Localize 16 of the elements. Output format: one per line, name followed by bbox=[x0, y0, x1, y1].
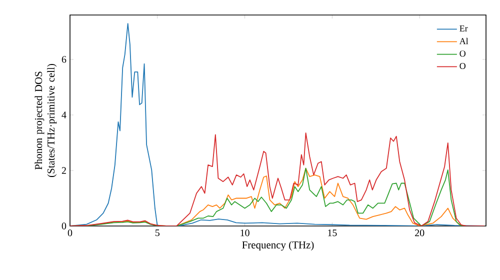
x-tick-label: 15 bbox=[328, 230, 337, 236]
x-axis-title: Frequency (THz) bbox=[242, 241, 314, 251]
y-tick-label: 4 bbox=[62, 112, 66, 118]
legend-label: O bbox=[460, 50, 466, 57]
y-axis-title: Phonon projected DOS (States/THz·primitive cell) bbox=[34, 64, 57, 177]
y-tick-label: 2 bbox=[62, 167, 66, 174]
x-tick-label: 20 bbox=[415, 230, 424, 236]
legend-label: O bbox=[460, 62, 466, 70]
x-tick-label: 10 bbox=[240, 230, 250, 236]
x-tick-label: 0 bbox=[68, 230, 72, 236]
y-tick-label: 0 bbox=[62, 222, 66, 230]
x-tick-label: 5 bbox=[155, 230, 160, 236]
legend-label: Al bbox=[459, 38, 468, 44]
y-tick-label: 6 bbox=[62, 56, 66, 63]
line-series bbox=[70, 132, 485, 226]
legend-label: Er bbox=[460, 26, 468, 32]
